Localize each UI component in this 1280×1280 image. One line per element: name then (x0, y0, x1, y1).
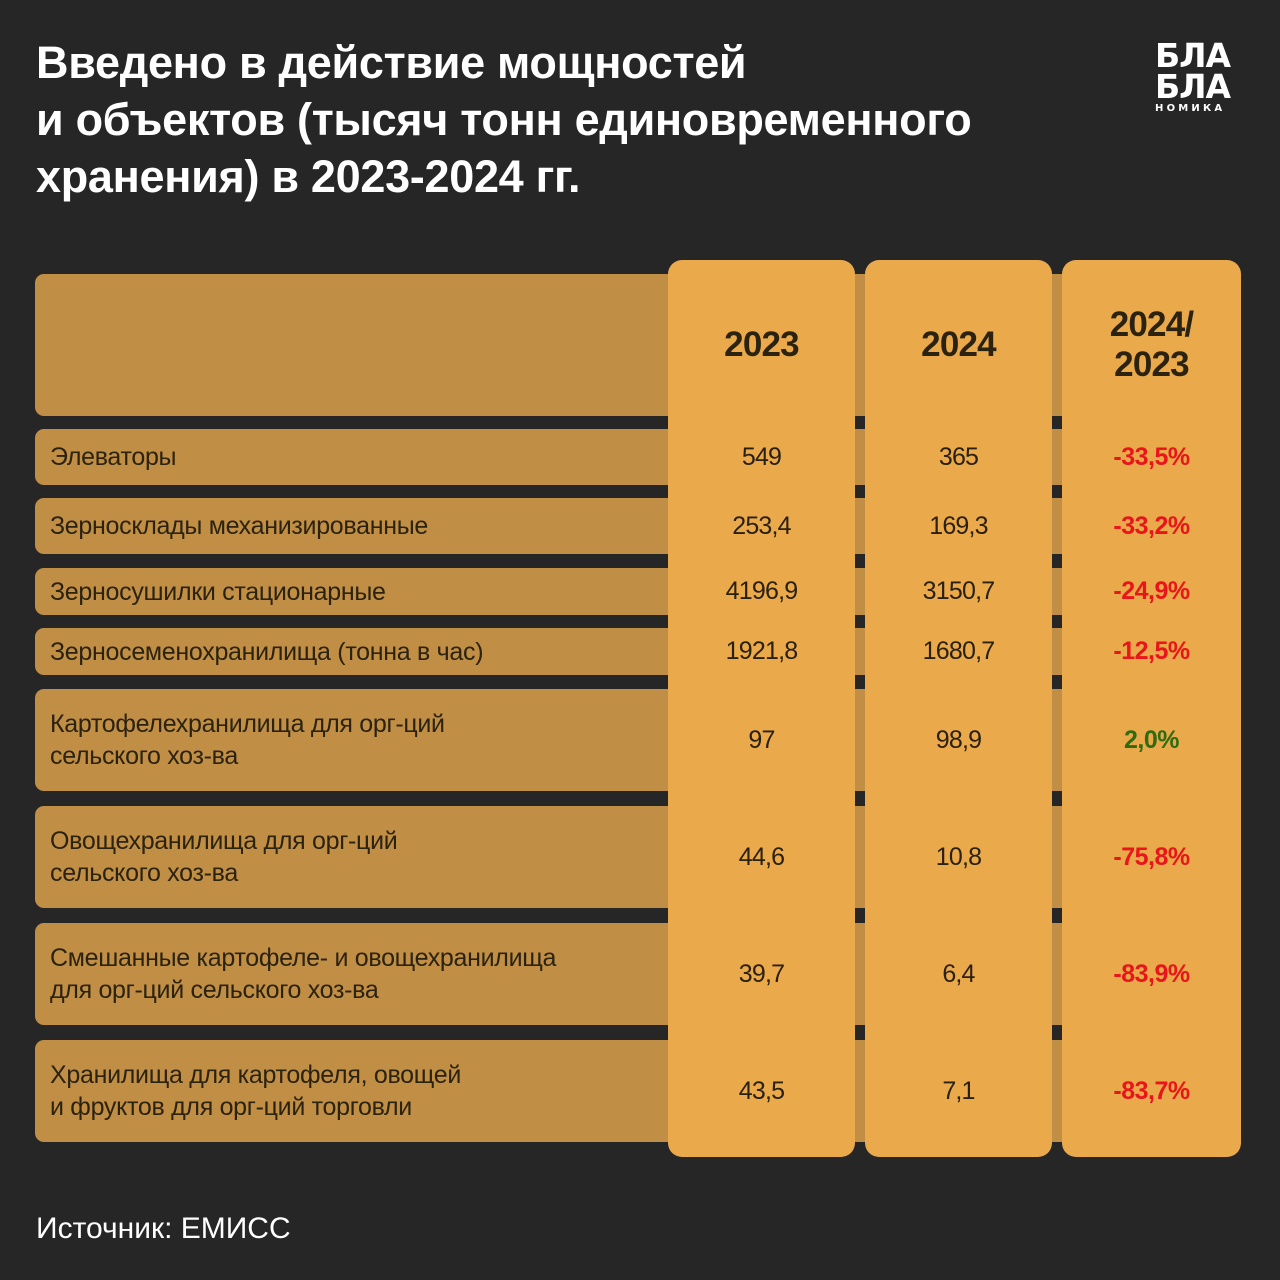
value: 1680,7 (922, 637, 995, 665)
title-line: и объектов (тысяч тонн единовременного (36, 94, 972, 145)
value-cell: 1680,7 (865, 628, 1052, 675)
header-row (35, 274, 1240, 416)
value: 10,8 (935, 842, 982, 871)
value-cell: 1921,8 (668, 628, 855, 675)
change-value: -24,9% (1113, 577, 1190, 605)
value: 7,1 (942, 1076, 975, 1105)
value: 97 (748, 725, 775, 754)
title-line: хранения) в 2023-2024 гг. (36, 151, 581, 202)
value-cell: 549 (668, 429, 855, 485)
value: 253,4 (732, 511, 791, 540)
change-value: -75,8% (1113, 842, 1190, 871)
page-title: Введено в действие мощностей и объектов … (36, 34, 1136, 205)
value: 365 (938, 442, 979, 471)
change-value: -83,9% (1113, 959, 1190, 988)
change-cell: -83,7% (1062, 1040, 1241, 1142)
brand-logo: БЛА БЛА НОМИКА (1155, 36, 1245, 115)
value-cell: 4196,9 (668, 568, 855, 615)
value-cell: 3150,7 (865, 568, 1052, 615)
value: 4196,9 (725, 577, 798, 605)
value-cell: 253,4 (668, 498, 855, 554)
logo-line: БЛА (1155, 67, 1231, 106)
value-cell: 10,8 (865, 806, 1052, 908)
change-cell: 2,0% (1062, 689, 1241, 791)
value-cell: 43,5 (668, 1040, 855, 1142)
row-label: Зерносклады механизированные (50, 512, 428, 540)
column-header: 2023 (668, 274, 855, 416)
value-cell: 39,7 (668, 923, 855, 1025)
row-label: Хранилища для картофеля, овощей и фрукто… (50, 1061, 462, 1121)
logo-line: БЛА (1155, 36, 1231, 75)
row-label: Элеваторы (50, 443, 177, 471)
change-value: -33,2% (1113, 511, 1190, 540)
source-note: Источник: ЕМИСС (36, 1212, 291, 1245)
value-cell: 97 (668, 689, 855, 791)
value: 1921,8 (725, 637, 798, 665)
value-cell: 365 (865, 429, 1052, 485)
value-cell: 98,9 (865, 689, 1052, 791)
row-label: Овощехранилища для орг-ций сельского хоз… (50, 827, 398, 887)
change-cell: -83,9% (1062, 923, 1241, 1025)
value: 6,4 (942, 959, 975, 988)
row-label: Зерносушилки стационарные (50, 577, 386, 606)
value-cell: 169,3 (865, 498, 1052, 554)
logo-subtitle: НОМИКА (1155, 103, 1226, 114)
value-cell: 7,1 (865, 1040, 1052, 1142)
title-line: Введено в действие мощностей (36, 37, 747, 88)
column-header: 2024 (865, 274, 1052, 416)
change-cell: -24,9% (1062, 568, 1241, 615)
row-label: Смешанные картофеле- и овощехранилища дл… (50, 944, 557, 1004)
value: 39,7 (738, 959, 785, 988)
value: 43,5 (738, 1076, 785, 1105)
value: 44,6 (738, 842, 785, 871)
change-cell: -12,5% (1062, 628, 1241, 675)
value: 3150,7 (922, 577, 995, 605)
change-value: -12,5% (1113, 637, 1190, 665)
change-cell: -33,5% (1062, 429, 1241, 485)
change-value: -83,7% (1113, 1076, 1190, 1105)
change-value: -33,5% (1113, 442, 1190, 471)
column-header: 2024/ 2023 (1062, 274, 1241, 416)
row-label: Зерносеменохранилища (тонна в час) (50, 637, 484, 666)
value: 98,9 (935, 725, 982, 754)
change-cell: -33,2% (1062, 498, 1241, 554)
value-cell: 44,6 (668, 806, 855, 908)
change-cell: -75,8% (1062, 806, 1241, 908)
value: 549 (741, 442, 782, 471)
value: 169,3 (929, 511, 988, 540)
row-label: Картофелехранилища для орг-ций сельского… (50, 710, 445, 770)
value-cell: 6,4 (865, 923, 1052, 1025)
change-value: 2,0% (1124, 725, 1179, 754)
